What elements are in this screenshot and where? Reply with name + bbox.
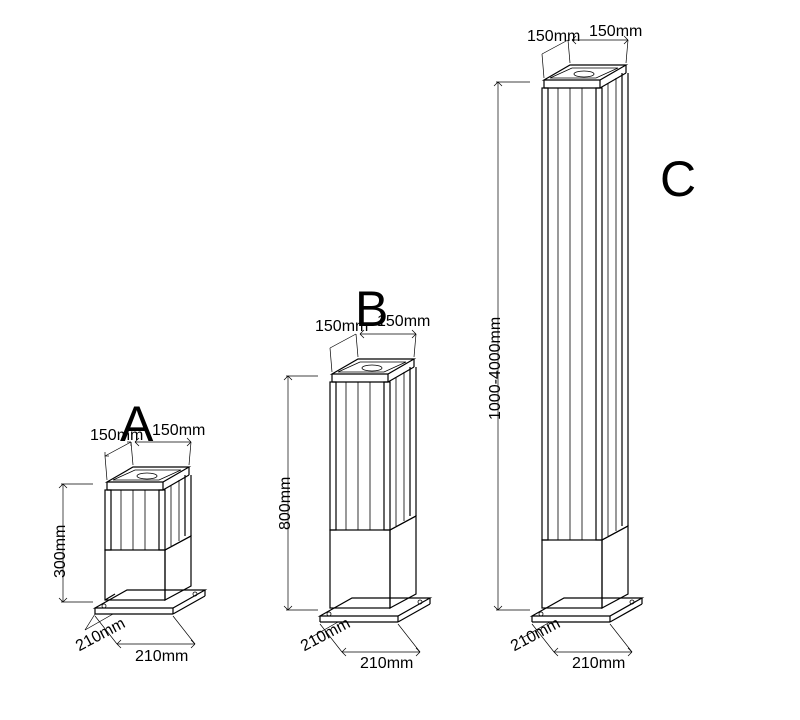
fixture-c-drawing <box>490 30 710 720</box>
b-height: 800mm <box>277 477 295 530</box>
b-top-width: 150mm <box>377 313 430 331</box>
b-base-width: 210mm <box>360 655 413 673</box>
c-top-depth: 150mm <box>527 28 580 46</box>
c-height: 1000-4000mm <box>487 317 505 420</box>
a-top-depth: 150mm <box>90 427 143 445</box>
c-top-width: 150mm <box>589 23 642 41</box>
b-top-depth: 150mm <box>315 318 368 336</box>
c-base-width: 210mm <box>572 655 625 673</box>
a-top-width: 150mm <box>152 422 205 440</box>
fixture-a-drawing <box>55 430 255 710</box>
a-base-width: 210mm <box>135 648 188 666</box>
a-height: 300mm <box>52 525 70 578</box>
